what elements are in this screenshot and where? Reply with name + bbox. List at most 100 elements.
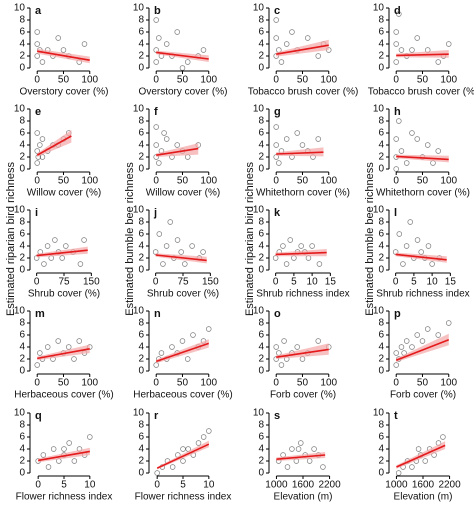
point: [306, 458, 313, 464]
y-tick-label: 2: [19, 152, 25, 163]
y-tick-label: 2: [19, 253, 25, 264]
x-tick-label: 10: [427, 277, 439, 288]
point: [273, 17, 279, 23]
y-tick-label: 2: [138, 152, 144, 163]
point: [154, 470, 160, 476]
panel-label: l: [394, 207, 397, 219]
y-tick-label: 8: [19, 420, 25, 431]
x-tick-label: 5: [291, 277, 297, 288]
y-tick-label: 10: [14, 3, 26, 14]
point: [407, 219, 413, 225]
point: [393, 29, 399, 35]
y-tick-label: 8: [19, 15, 25, 26]
point: [414, 35, 420, 41]
trend-line: [276, 454, 326, 460]
point: [295, 446, 302, 452]
point: [153, 59, 159, 65]
panel-label: t: [394, 410, 398, 422]
x-axis-label: Willow cover (%): [27, 188, 101, 199]
y-tick-label: 6: [378, 229, 384, 240]
point: [205, 326, 212, 332]
point: [179, 65, 186, 71]
point: [418, 249, 424, 255]
point: [34, 29, 40, 35]
y-tick-label: 8: [138, 420, 144, 431]
x-tick-label: 0: [273, 75, 279, 86]
y-tick-label: 6: [138, 27, 144, 38]
point: [200, 434, 207, 440]
point: [283, 261, 290, 267]
point: [311, 446, 317, 452]
y-tick-label: 2: [138, 51, 144, 62]
panel-label: j: [153, 207, 157, 219]
trend-line: [275, 251, 327, 256]
point: [398, 148, 405, 154]
point: [398, 344, 405, 350]
point: [393, 166, 399, 172]
point: [320, 464, 326, 470]
y-tick-label: 10: [373, 205, 385, 216]
y-tick-label: 0: [258, 468, 264, 479]
x-tick-label: 0: [393, 277, 399, 288]
y-axis-label: Estimated bumble bee richness: [124, 162, 136, 316]
point: [163, 243, 170, 249]
x-tick-label: 50: [417, 378, 429, 389]
panel-label: d: [394, 5, 401, 17]
confidence-band: [276, 39, 329, 57]
y-tick-label: 6: [258, 330, 264, 341]
point: [180, 458, 186, 464]
point: [169, 344, 175, 350]
trend-line: [38, 450, 90, 462]
x-tick-label: 0: [34, 378, 40, 389]
point: [34, 362, 40, 368]
y-tick-label: 10: [373, 104, 385, 115]
point: [287, 237, 293, 243]
x-tick-label: 50: [58, 75, 70, 86]
x-tick-label: 2200: [318, 480, 341, 491]
y-tick-label: 6: [258, 27, 264, 38]
panel-label: o: [274, 308, 281, 320]
trend-line: [396, 53, 449, 57]
point: [294, 344, 300, 350]
y-tick-label: 2: [258, 51, 264, 62]
point: [304, 35, 311, 41]
y-tick-label: 6: [378, 432, 384, 443]
confidence-band: [156, 339, 209, 364]
point: [200, 47, 207, 53]
y-tick-label: 0: [378, 366, 384, 377]
y-tick-label: 6: [138, 330, 144, 341]
y-tick-label: 2: [138, 456, 144, 467]
y-tick-label: 2: [138, 354, 144, 365]
point: [280, 243, 286, 249]
point: [435, 332, 441, 338]
y-tick-label: 4: [258, 241, 264, 252]
trend-line: [36, 135, 72, 156]
x-tick-label: 10: [203, 480, 215, 491]
y-tick-label: 8: [258, 318, 264, 329]
trend-line: [37, 50, 90, 61]
x-tick-label: 100: [320, 75, 337, 86]
point: [414, 332, 420, 338]
y-tick-label: 6: [258, 432, 264, 443]
point: [167, 219, 173, 225]
y-tick-label: 8: [138, 15, 144, 26]
x-tick-label: 1600: [292, 480, 315, 491]
y-tick-label: 4: [378, 342, 384, 353]
panel-label: g: [274, 106, 281, 118]
x-tick-label: 0: [34, 176, 40, 187]
point: [395, 470, 402, 476]
point: [200, 249, 206, 255]
point: [81, 41, 88, 47]
x-tick-label: 15: [445, 277, 457, 288]
y-tick-label: 8: [258, 217, 264, 228]
y-tick-label: 6: [138, 229, 144, 240]
y-tick-label: 10: [253, 408, 265, 419]
x-tick-label: 0: [34, 277, 40, 288]
x-tick-label: 10: [84, 480, 96, 491]
y-tick-label: 4: [378, 241, 384, 252]
y-tick-label: 10: [253, 306, 265, 317]
point: [163, 136, 170, 142]
point: [158, 350, 165, 356]
x-axis-label: Flower richness index: [16, 492, 113, 503]
x-tick-label: 100: [440, 378, 457, 389]
